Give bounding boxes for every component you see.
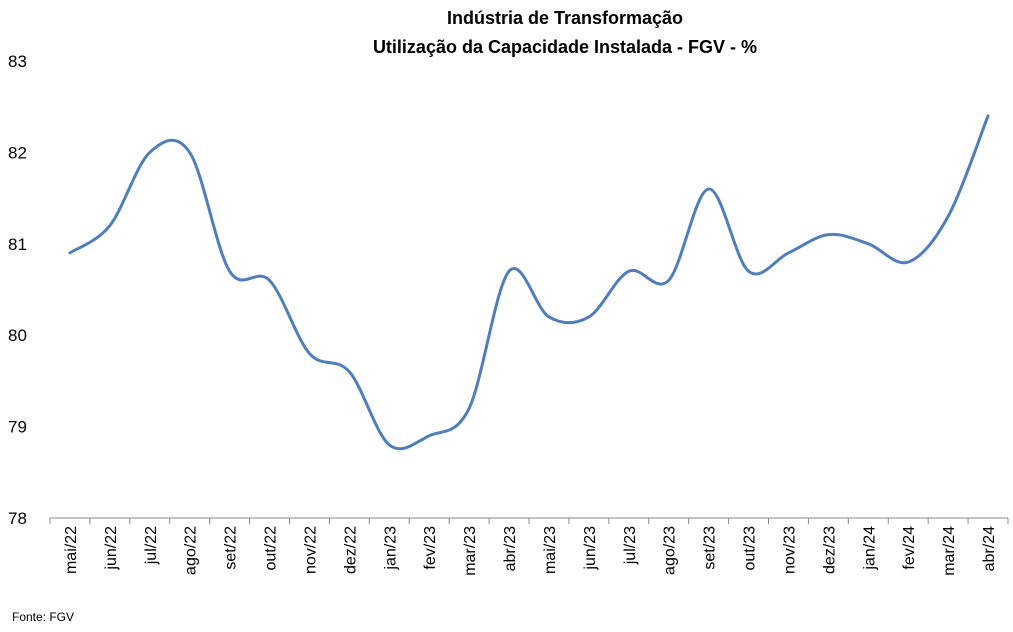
x-tick-label: out/22 [263,526,280,571]
x-tick-label: mar/23 [462,526,479,576]
x-tick-label: dez/23 [821,526,838,574]
x-tick-label: jul/23 [622,526,639,565]
x-tick-label: abr/24 [981,526,998,571]
x-tick-label: set/23 [702,526,719,570]
series-line-0 [68,114,990,451]
x-tick-label: mar/24 [941,526,958,576]
y-tick-label: 82 [8,143,27,162]
x-tick-label: nov/23 [781,526,798,574]
y-axis: 78 79 80 81 82 83 [8,52,27,528]
x-tick-label: mai/22 [63,526,80,574]
y-tick-label: 83 [8,52,27,71]
x-tick-label: set/22 [223,526,240,570]
x-tick-label: jan/24 [861,526,878,571]
x-tick-label: fev/24 [901,526,918,570]
x-axis-ticks [49,518,1009,524]
source-note: Fonte: FGV [12,610,74,624]
x-tick-label: abr/23 [502,526,519,571]
x-tick-label: nov/22 [302,526,319,574]
x-tick-label: out/23 [742,526,759,571]
x-tick-label: ago/23 [662,526,679,575]
y-tick-label: 81 [8,235,27,254]
x-tick-label: fev/23 [422,526,439,570]
plot-series [68,114,990,451]
x-tick-label: jun/23 [582,526,599,571]
x-tick-label: jan/23 [382,526,399,571]
x-tick-label: dez/22 [342,526,359,574]
y-tick-label: 79 [8,418,27,437]
y-tick-label: 80 [8,326,27,345]
chart-title-line-1: Indústria de Transformação [447,8,683,28]
x-tick-label: ago/22 [183,526,200,575]
chart-title-line-2: Utilização da Capacidade Instalada - FGV… [373,37,757,57]
x-tick-label: jun/22 [103,526,120,571]
x-tick-label: jul/22 [143,526,160,565]
x-axis: mai/22 jun/22 jul/22 ago/22 set/22 out/22 nov/… [63,526,998,576]
x-tick-label: mai/23 [542,526,559,574]
y-tick-label: 78 [8,509,27,528]
